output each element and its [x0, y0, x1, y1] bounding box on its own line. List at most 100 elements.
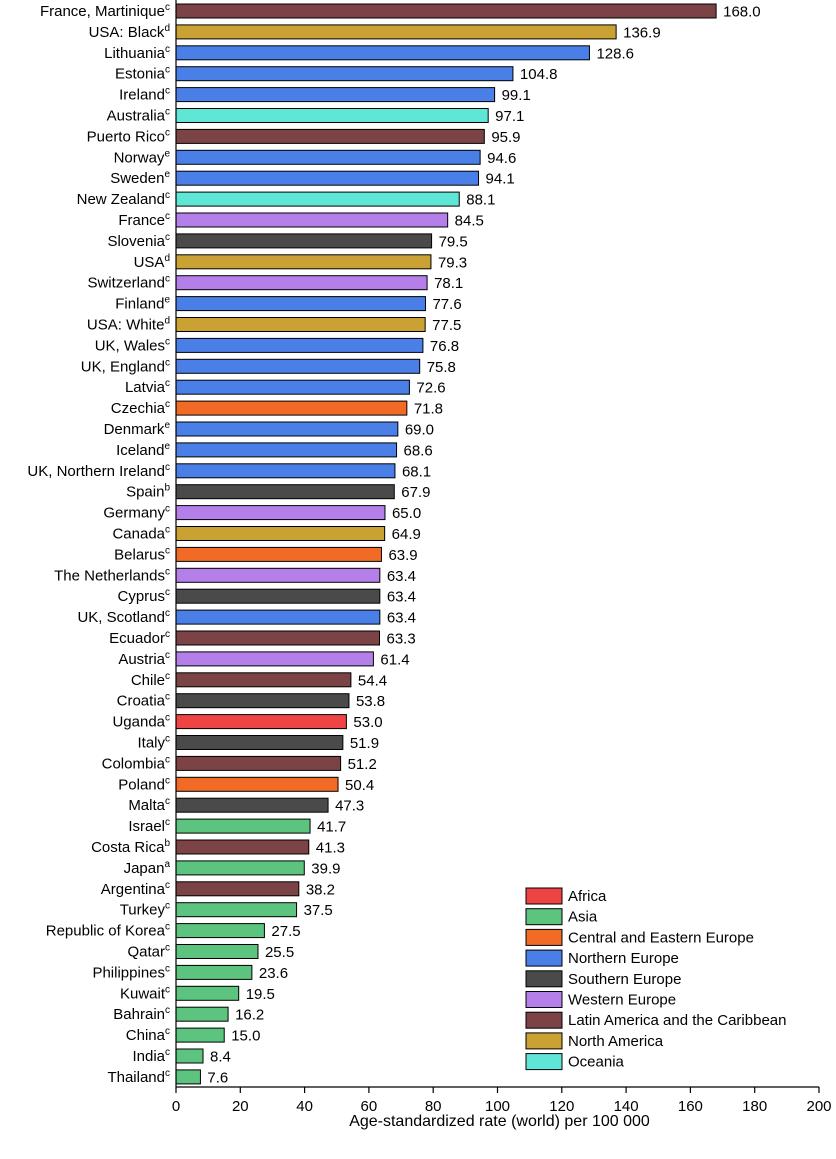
bar — [175, 860, 305, 876]
bar-row: Maltac 47.3 — [128, 796, 364, 815]
category-footnote: c — [165, 650, 170, 661]
bar-row: Canadac 64.9 — [112, 525, 420, 544]
x-tick-label: 180 — [742, 1098, 767, 1115]
category-footnote: c — [165, 629, 170, 640]
category-name: UK, England — [81, 358, 165, 375]
bar — [175, 546, 382, 562]
bar — [175, 358, 421, 374]
bar-row: USAd 79.3 — [134, 253, 468, 272]
bar — [175, 87, 496, 103]
bar-row: Ecuadorc 63.3 — [109, 629, 416, 648]
category-label: Costa Ricab — [91, 838, 170, 856]
value-label: 39.9 — [311, 860, 340, 877]
category-label: USA: Whited — [87, 316, 170, 334]
value-label: 88.1 — [466, 192, 495, 209]
category-footnote: c — [165, 504, 170, 515]
legend-label: Africa — [568, 888, 607, 905]
category-footnote: c — [165, 587, 170, 598]
category-footnote: c — [165, 754, 170, 765]
legend-item: Africa — [525, 887, 607, 905]
category-footnote: c — [165, 1026, 170, 1037]
x-tick-label: 100 — [485, 1098, 510, 1115]
category-name: Puerto Rico — [87, 128, 165, 145]
bar — [175, 985, 240, 1001]
value-label: 63.3 — [387, 631, 416, 648]
bar — [175, 964, 253, 980]
category-label: UK, Englandc — [81, 357, 170, 375]
bar-row: Thailandc 7.6 — [107, 1068, 228, 1087]
value-label: 51.2 — [348, 756, 377, 773]
category-name: Republic of Korea — [46, 923, 166, 940]
value-label: 68.1 — [402, 463, 431, 480]
category-label: Swedene — [110, 169, 170, 187]
bar-row: Sloveniac 79.5 — [107, 232, 467, 251]
bar-row: USA: Whited 77.5 — [87, 316, 461, 335]
bar-row: Belarusc 63.9 — [114, 545, 418, 564]
value-label: 63.4 — [387, 589, 416, 606]
bar-row: Swedene 94.1 — [110, 169, 515, 188]
legend-swatch — [525, 1053, 563, 1071]
category-label: Latviac — [125, 378, 170, 396]
category-name: Italy — [137, 735, 165, 752]
category-label: Kuwaitc — [120, 984, 170, 1002]
bar — [175, 128, 485, 144]
category-footnote: e — [164, 169, 170, 180]
bar — [175, 672, 352, 688]
legend-item: Asia — [525, 908, 598, 926]
bar-row: Republic of Koreac 27.5 — [46, 922, 301, 941]
category-name: The Netherlands — [54, 567, 165, 584]
legend-swatch — [525, 949, 563, 967]
bar — [175, 797, 329, 813]
bar — [175, 1006, 229, 1022]
category-name: UK, Northern Ireland — [27, 463, 165, 480]
legend-label: Asia — [568, 909, 598, 926]
category-label: Croatiac — [117, 692, 170, 710]
value-label: 79.5 — [439, 233, 468, 250]
category-name: Austria — [118, 651, 165, 668]
category-footnote: c — [165, 901, 170, 912]
legend-swatch — [525, 887, 563, 905]
bar-row: Israelc 41.7 — [128, 817, 346, 836]
x-axis-title: Age-standardized rate (world) per 100 00… — [349, 1113, 650, 1130]
value-label: 51.9 — [350, 735, 379, 752]
category-name: Germany — [103, 505, 165, 522]
bar-row: Puerto Ricoc 95.9 — [87, 127, 521, 146]
bar — [175, 818, 311, 834]
category-name: France, Martinique — [40, 3, 165, 20]
x-tick-label: 200 — [806, 1098, 831, 1115]
category-label: Germanyc — [103, 504, 170, 522]
bar-row: Germanyc 65.0 — [103, 504, 421, 523]
bar — [175, 714, 347, 730]
category-footnote: c — [165, 525, 170, 536]
category-footnote: c — [165, 796, 170, 807]
category-name: Colombia — [102, 755, 166, 772]
bar — [175, 588, 381, 604]
value-label: 65.0 — [392, 505, 421, 522]
category-footnote: c — [165, 984, 170, 995]
bar-row: Bahrainc 16.2 — [113, 1005, 264, 1024]
category-footnote: c — [165, 608, 170, 619]
bar — [175, 149, 481, 165]
category-name: Kuwait — [120, 985, 166, 1002]
category-footnote: c — [165, 880, 170, 891]
bar-row: Austriac 61.4 — [118, 650, 409, 669]
value-label: 67.9 — [401, 484, 430, 501]
bar-row: Australiac 97.1 — [107, 107, 525, 126]
value-label: 97.1 — [495, 108, 524, 125]
bar-row: Ugandac 53.0 — [112, 713, 382, 732]
value-label: 77.5 — [432, 317, 461, 334]
bar — [175, 337, 424, 353]
category-name: Chile — [131, 672, 165, 689]
legend-swatch — [525, 1032, 563, 1050]
category-label: Belarusc — [114, 545, 170, 563]
bar-row: Turkeyc 37.5 — [120, 901, 333, 920]
value-label: 37.5 — [304, 902, 333, 919]
category-name: Malta — [128, 797, 165, 814]
category-footnote: c — [165, 943, 170, 954]
bar-row: Chinac 15.0 — [126, 1026, 261, 1045]
bar-row: Italyc 51.9 — [137, 734, 379, 753]
value-label: 41.3 — [316, 840, 345, 857]
category-footnote: d — [164, 253, 170, 264]
category-footnote: c — [165, 734, 170, 745]
